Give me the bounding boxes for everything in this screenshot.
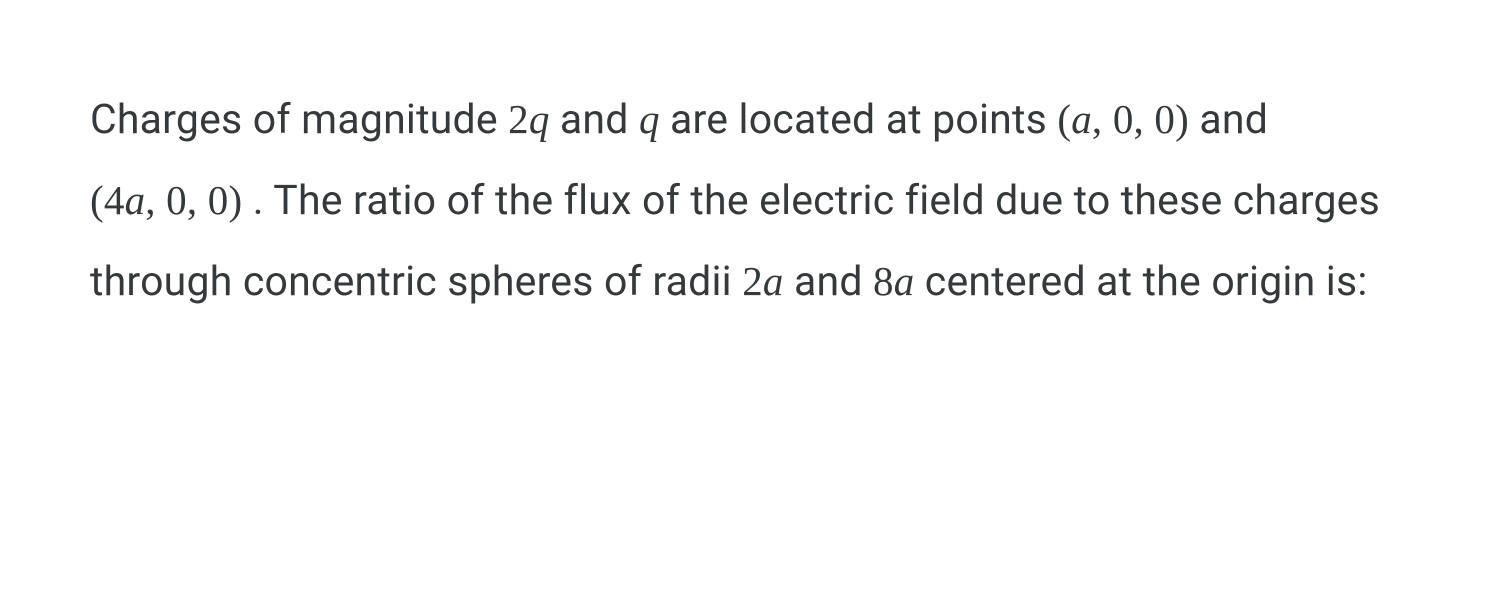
coordinate-point-2: (4a, 0, 0) [90, 177, 242, 223]
text-segment: and [784, 258, 873, 306]
variable: q [639, 96, 660, 142]
text-segment: are located at points [660, 96, 1058, 144]
variable: a [763, 258, 784, 304]
text-segment: Charges of magnitude [90, 96, 508, 144]
paren-open: (4 [90, 177, 125, 223]
coord-rest: , 0, 0) [1092, 96, 1189, 142]
paren-open: ( [1057, 96, 1071, 142]
physics-question: Charges of magnitude 2q and q are locate… [90, 80, 1410, 323]
variable: a [125, 177, 146, 223]
math-expression-2a: 2a [742, 258, 783, 304]
variable: q [529, 96, 550, 142]
coefficient: 2 [508, 96, 529, 142]
math-expression-2q: 2q [508, 96, 549, 142]
variable: a [894, 258, 915, 304]
math-expression-8a: 8a [873, 258, 914, 304]
coord-rest: , 0, 0) [145, 177, 242, 223]
coordinate-point-1: (a, 0, 0) [1057, 96, 1189, 142]
coefficient: 8 [873, 258, 894, 304]
text-segment: and [1189, 96, 1268, 144]
text-segment: and [550, 96, 639, 144]
variable: a [1071, 96, 1092, 142]
coefficient: 2 [742, 258, 763, 304]
text-segment: centered at the origin is: [914, 258, 1367, 306]
math-expression-q: q [639, 96, 660, 142]
